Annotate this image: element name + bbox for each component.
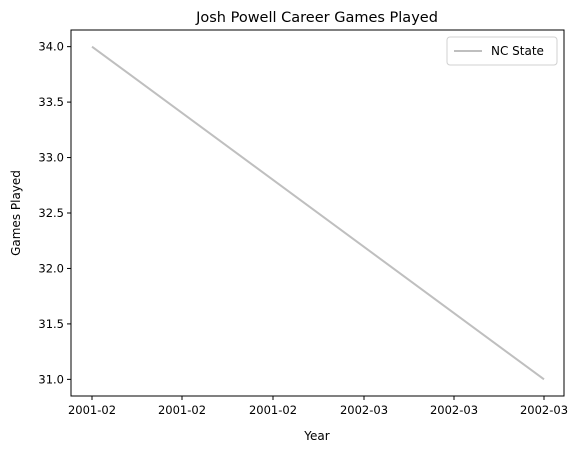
y-tick-label: 32.5 — [38, 206, 64, 220]
y-tick-label: 33.0 — [38, 151, 64, 165]
y-tick-label: 31.0 — [38, 372, 64, 386]
x-tick-label: 2002-03 — [520, 403, 568, 417]
y-tick-label: 31.5 — [38, 317, 64, 331]
x-tick-label: 2002-03 — [340, 403, 388, 417]
x-tick-label: 2001-02 — [68, 403, 116, 417]
x-axis-label: Year — [303, 429, 329, 443]
x-tick-label: 2001-02 — [249, 403, 297, 417]
chart-title: Josh Powell Career Games Played — [195, 10, 438, 26]
y-tick-label: 34.0 — [38, 40, 64, 54]
series-layer — [91, 45, 545, 381]
series-line-nc-state — [91, 45, 545, 381]
x-tick-label: 2002-03 — [430, 403, 478, 417]
y-axis: 31.0 31.5 32.0 32.5 33.0 33.5 34.0 — [38, 40, 71, 386]
x-axis: 2001-02 2001-02 2001-02 2002-03 2002-03 2002-… — [68, 396, 568, 417]
legend-box — [446, 36, 558, 66]
y-tick-label: 33.5 — [38, 95, 64, 109]
y-tick-label: 32.0 — [38, 261, 64, 275]
legend-label-nc-state: NC State — [491, 44, 544, 58]
legend: NC State — [446, 36, 558, 66]
x-tick-label: 2001-02 — [158, 403, 206, 417]
y-axis-label: Games Played — [9, 170, 23, 256]
